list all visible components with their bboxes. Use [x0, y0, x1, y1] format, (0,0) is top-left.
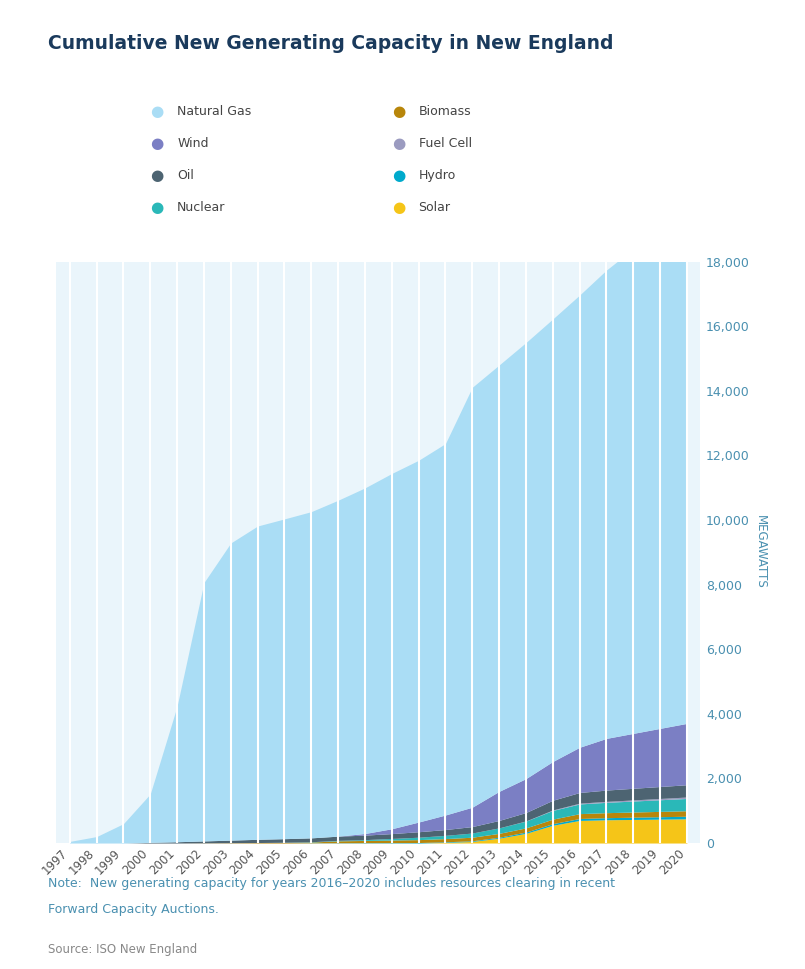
Text: Nuclear: Nuclear	[177, 201, 225, 214]
Text: Wind: Wind	[177, 137, 208, 150]
Text: Oil: Oil	[177, 169, 194, 182]
Text: Forward Capacity Auctions.: Forward Capacity Auctions.	[48, 903, 219, 916]
Text: Note:  New generating capacity for years 2016–2020 includes resources clearing i: Note: New generating capacity for years …	[48, 877, 615, 890]
Text: Hydro: Hydro	[419, 169, 456, 182]
Text: Fuel Cell: Fuel Cell	[419, 137, 472, 150]
Text: ●: ●	[151, 200, 163, 215]
Text: ●: ●	[151, 168, 163, 183]
Text: Solar: Solar	[419, 201, 451, 214]
Text: Cumulative New Generating Capacity in New England: Cumulative New Generating Capacity in Ne…	[48, 34, 613, 53]
Text: ●: ●	[151, 136, 163, 151]
Text: ●: ●	[392, 136, 405, 151]
Text: ●: ●	[151, 104, 163, 119]
Y-axis label: MEGAWATTS: MEGAWATTS	[753, 516, 766, 589]
Text: Source: ISO New England: Source: ISO New England	[48, 943, 197, 955]
Text: ●: ●	[392, 168, 405, 183]
Text: ●: ●	[392, 200, 405, 215]
Text: Biomass: Biomass	[419, 105, 471, 118]
Text: ●: ●	[392, 104, 405, 119]
Text: Natural Gas: Natural Gas	[177, 105, 251, 118]
